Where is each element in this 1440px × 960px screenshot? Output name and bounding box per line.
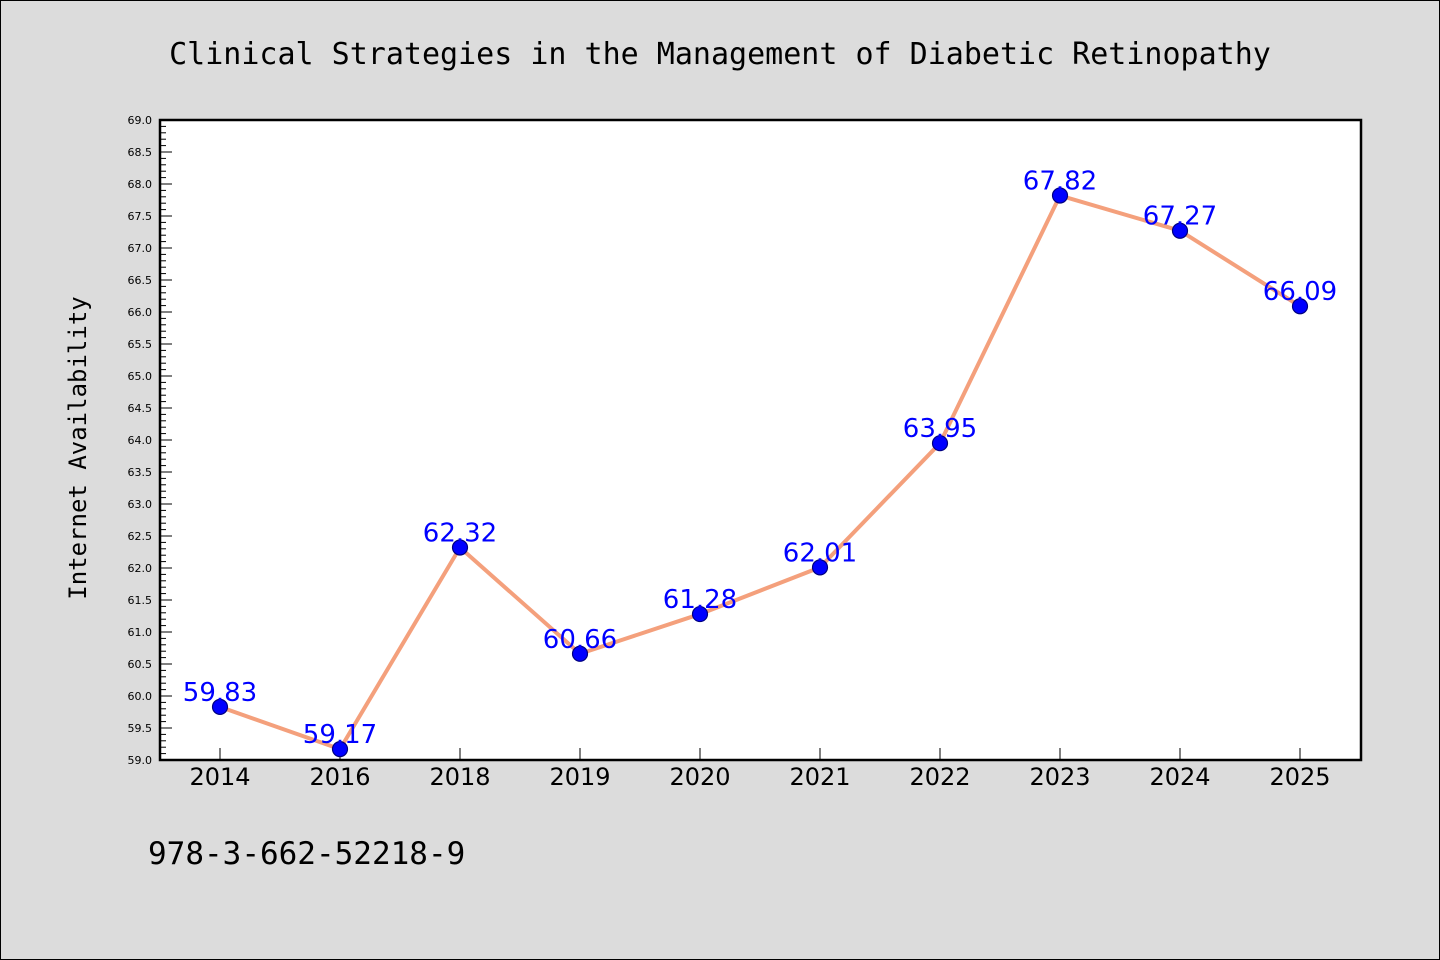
- y-tick-label: 60.5: [128, 658, 153, 671]
- y-tick-label: 68.5: [128, 146, 153, 159]
- data-label: 59.17: [303, 720, 377, 750]
- data-point: [211, 698, 229, 715]
- y-tick-label: 59.0: [128, 754, 153, 767]
- y-axis-label: Internet Availability: [64, 296, 92, 599]
- x-tick-label: 2019: [549, 763, 610, 791]
- data-label: 62.01: [783, 538, 857, 568]
- isbn-footer: 978-3-662-52218-9: [148, 836, 465, 872]
- x-tick-label: 2022: [909, 763, 970, 791]
- data-point: [1051, 187, 1069, 204]
- y-tick-label: 59.5: [128, 722, 153, 735]
- y-axis: 59.0 59.5 60.0 60.5 61.0 61.5 62.0 62.5 63.0 63.5…: [128, 114, 172, 767]
- y-tick-label: 66.5: [128, 274, 153, 287]
- y-tick-label: 62.5: [128, 530, 153, 543]
- data-point: [931, 435, 949, 452]
- y-tick-label: 61.5: [128, 594, 153, 607]
- x-tick-label: 2016: [309, 763, 370, 791]
- data-label: 67.27: [1143, 202, 1217, 232]
- x-tick-label: 2025: [1269, 763, 1330, 791]
- x-tick-label: 2021: [789, 763, 850, 791]
- x-tick-label: 2023: [1029, 763, 1090, 791]
- y-tick-label: 69.0: [128, 114, 153, 127]
- data-label: 59.83: [183, 678, 257, 708]
- y-tick-label: 60.0: [128, 690, 153, 703]
- data-label: 62.32: [423, 519, 497, 549]
- series-line: [218, 193, 1302, 752]
- y-tick-label: 61.0: [128, 626, 153, 639]
- data-label: 61.28: [663, 585, 737, 615]
- y-tick-label: 67.0: [128, 242, 153, 255]
- y-tick-label: 64.0: [128, 434, 153, 447]
- x-axis: 2014 2016 2018 2019 2020 2021 2022 2023 2024 2025: [189, 748, 1331, 791]
- x-tick-label: 2014: [189, 763, 250, 791]
- data-point: [1291, 298, 1309, 315]
- data-label: 63.95: [903, 414, 977, 444]
- y-tick-label: 64.5: [128, 402, 153, 415]
- x-tick-label: 2024: [1149, 763, 1210, 791]
- data-point: [571, 645, 589, 662]
- y-tick-label: 63.5: [128, 466, 153, 479]
- y-tick-label: 62.0: [128, 562, 153, 575]
- x-tick-label: 2018: [429, 763, 490, 791]
- y-tick-label: 65.0: [128, 370, 153, 383]
- data-point: [451, 539, 469, 556]
- data-label: 60.66: [543, 625, 617, 655]
- x-tick-label: 2020: [669, 763, 730, 791]
- data-labels-group: 59.83 59.17 62.32 60.66 61.28 62.01 63.95 67.82…: [183, 167, 1337, 751]
- y-tick-label: 67.5: [128, 210, 153, 223]
- y-tick-label: 63.0: [128, 498, 153, 511]
- data-point: [811, 559, 829, 576]
- markers-group: [211, 187, 1309, 758]
- data-label: 67.82: [1023, 167, 1097, 197]
- y-tick-label: 66.0: [128, 306, 153, 319]
- chart-title: Clinical Strategies in the Management of…: [169, 37, 1271, 72]
- y-tick-label: 68.0: [128, 178, 153, 191]
- series-line-group: [218, 193, 1302, 752]
- data-point: [331, 741, 349, 758]
- data-label: 66.09: [1263, 277, 1337, 307]
- data-point: [691, 605, 709, 623]
- y-tick-label: 65.5: [128, 338, 153, 351]
- data-point: [1171, 222, 1189, 239]
